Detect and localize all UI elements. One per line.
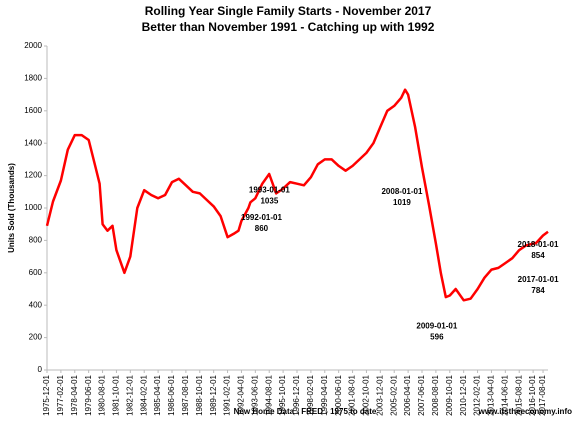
x-tick-label: 2012-02-01 [473, 374, 482, 415]
x-tick-label: 1985-04-01 [153, 374, 162, 415]
x-tick-label: 2002-10-01 [362, 374, 371, 415]
x-tick-label: 1977-02-01 [56, 374, 65, 415]
x-tick-label: 2009-10-01 [445, 374, 454, 415]
y-tick-label: 1600 [24, 106, 42, 115]
annotation-date: 1992-01-01 [241, 213, 282, 222]
x-tick-label: 2014-06-01 [500, 374, 509, 415]
x-tick-label: 2010-12-01 [459, 374, 468, 415]
annotation-value: 1019 [393, 198, 411, 207]
x-tick-label: 1995-10-01 [278, 374, 287, 415]
x-tick-label: 2017-08-01 [538, 374, 547, 415]
x-tick-label: 2005-02-01 [389, 374, 398, 415]
x-tick-label: 1979-06-01 [84, 374, 93, 415]
x-tick-label: 1982-12-01 [125, 374, 134, 415]
annotation-date: 2008-01-01 [381, 187, 422, 196]
x-tick-label: 1993-06-01 [250, 374, 259, 415]
y-tick-label: 1800 [24, 74, 42, 83]
source: www.itstheeconomy.info [478, 407, 572, 416]
y-tick-label: 600 [29, 268, 43, 277]
x-tick-label: 1981-10-01 [112, 374, 121, 415]
y-tick-label: 400 [29, 300, 43, 309]
y-tick-label: 1000 [24, 203, 42, 212]
x-tick-label: 2000-06-01 [334, 374, 343, 415]
y-tick-label: 1200 [24, 171, 42, 180]
x-tick-label: 2007-06-01 [417, 374, 426, 415]
x-tick-label: 1992-04-01 [237, 374, 246, 415]
annotation-date: 1993-01-01 [249, 185, 290, 194]
annotation-value: 1035 [260, 196, 278, 205]
x-tick-label: 1994-08-01 [264, 374, 273, 415]
x-tick-label: 1987-08-01 [181, 374, 190, 415]
x-tick-label: 1980-08-01 [98, 374, 107, 415]
x-tick-label: 1999-04-01 [320, 374, 329, 415]
y-tick-label: 0 [38, 365, 43, 374]
x-tick-label: 1996-12-01 [292, 374, 301, 415]
x-tick-label: 2016-10-01 [528, 374, 537, 415]
x-tick-label: 2006-04-01 [403, 374, 412, 415]
y-tick-label: 1400 [24, 138, 42, 147]
x-tick-label: 1991-02-01 [223, 374, 232, 415]
x-tick-label: 1978-04-01 [70, 374, 79, 415]
y-tick-label: 2000 [24, 41, 42, 50]
y-tick-label: 200 [29, 333, 43, 342]
data-line [45, 88, 549, 302]
x-tick-label: 2001-08-01 [348, 374, 357, 415]
x-tick-label: 1988-10-01 [195, 374, 204, 415]
x-tick-label: 2008-08-01 [431, 374, 440, 415]
x-tick-label: 2003-12-01 [375, 374, 384, 415]
annotation-date: 2018-01-01 [518, 240, 559, 249]
y-axis-label: Units Sold (Thousands) [7, 163, 16, 253]
annotation-value: 784 [531, 286, 545, 295]
annotation-value: 860 [255, 224, 269, 233]
annotation-date: 2017-01-01 [518, 275, 559, 284]
x-axis-label: New Home Data - FRED - 1975 to date [234, 407, 377, 416]
x-tick-label: 1998-02-01 [306, 374, 315, 415]
x-tick-label: 1975-12-01 [42, 374, 51, 415]
annotation-value: 854 [531, 251, 545, 260]
y-tick-label: 800 [29, 236, 43, 245]
chart-subtitle: Better than November 1991 - Catching up … [142, 20, 435, 34]
annotation-date: 2009-01-01 [416, 322, 457, 331]
annotation-value: 596 [430, 333, 444, 342]
x-tick-label: 2013-04-01 [487, 374, 496, 415]
x-tick-label: 2015-08-01 [514, 374, 523, 415]
x-tick-label: 1986-06-01 [167, 374, 176, 415]
chart-title: Rolling Year Single Family Starts - Nove… [145, 4, 432, 18]
x-tick-label: 1989-12-01 [209, 374, 218, 415]
x-tick-label: 1984-02-01 [139, 374, 148, 415]
